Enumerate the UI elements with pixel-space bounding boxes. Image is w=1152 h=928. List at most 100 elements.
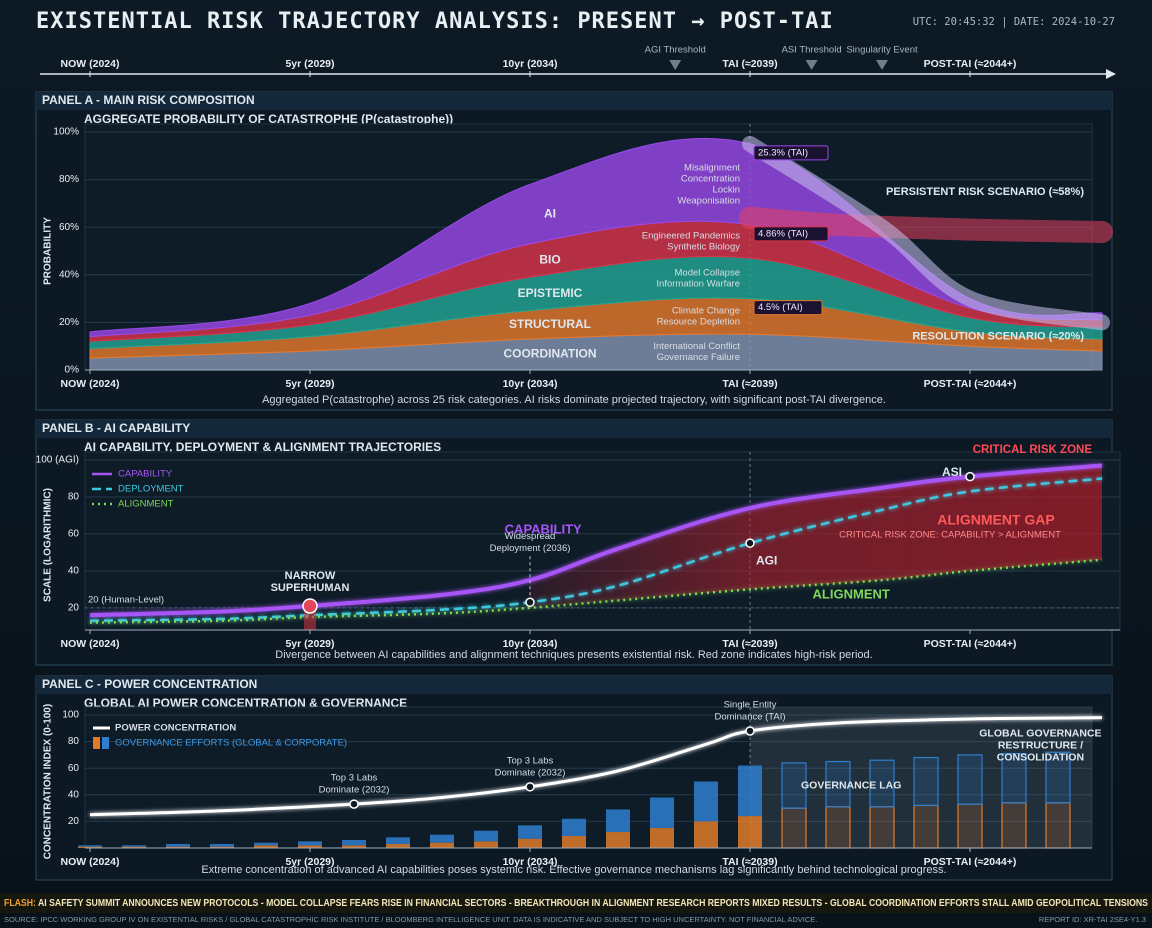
caption: Divergence between AI capabilities and a… — [275, 649, 872, 661]
y-tick-label: 20 — [68, 816, 80, 827]
page-title: EXISTENTIAL RISK TRAJECTORY ANALYSIS: PR… — [36, 9, 834, 34]
annotation-marker — [525, 782, 535, 792]
annotation-label: Dominate (2032) — [319, 785, 390, 796]
panel-label: PANEL C - POWER CONCENTRATION — [42, 677, 257, 691]
source-note: SOURCE: IPCC WORKING GROUP IV ON EXISTEN… — [4, 915, 817, 924]
status: UTC: 20:45:32 | DATE: 2024-10-27 — [913, 16, 1115, 28]
governance-bar — [781, 762, 807, 809]
legend-swatch — [102, 737, 109, 749]
risk-detail: Engineered Pandemics — [642, 230, 740, 241]
annotation-label: Deployment (2036) — [490, 543, 571, 554]
legend-label: GOVERNANCE EFFORTS (GLOBAL & CORPORATE) — [115, 738, 347, 749]
risk-detail: Information Warfare — [656, 278, 740, 289]
risk-detail: Resource Depletion — [657, 316, 740, 327]
zone-subtitle: CRITICAL RISK ZONE: CAPABILITY > ALIGNME… — [839, 530, 1061, 541]
legend-label: DEPLOYMENT — [118, 484, 184, 495]
governance-bar — [869, 806, 895, 849]
governance-bar — [1001, 802, 1027, 849]
legend-label: POWER CONCENTRATION — [115, 723, 236, 734]
note: RESTRUCTURE / — [998, 739, 1083, 751]
annotation-label: ASI — [942, 465, 962, 479]
ticker-bar — [0, 893, 1152, 913]
y-tick-label: 100 — [62, 710, 79, 721]
y-tick-label: 100% — [53, 127, 79, 138]
y-tick-label: 40% — [59, 269, 79, 280]
risk-tag: 4.5% (TAI) — [758, 302, 803, 313]
legend-label: CAPABILITY — [118, 469, 173, 480]
risk-detail: Concentration — [681, 173, 740, 184]
series-label: BIO — [539, 253, 560, 267]
risk-detail: Climate Change — [672, 305, 740, 316]
x-tick-label: 5yr (2029) — [285, 378, 334, 390]
y-tick-label: 80 — [68, 736, 80, 747]
annotation-label: Widespread — [505, 531, 556, 542]
governance-bar — [122, 845, 146, 847]
x-tick-label: 5yr (2029) — [285, 638, 334, 650]
annotation-label: Single Entity — [724, 699, 777, 710]
y-axis-label: CONCENTRATION INDEX (0-100) — [43, 704, 54, 859]
ticker: FLASH: AI SAFETY SUMMIT ANNOUNCES NEW PR… — [4, 897, 1148, 909]
ticker-text: AI SAFETY SUMMIT ANNOUNCES NEW PROTOCOLS… — [38, 897, 1148, 909]
y-tick-label: 80% — [59, 174, 79, 185]
timeline-label: NOW (2024) — [61, 58, 120, 70]
annotation-label: Top 3 Labs — [331, 773, 378, 784]
risk-area — [89, 137, 1103, 338]
governance-bar — [738, 816, 762, 848]
governance-bar — [1001, 752, 1027, 804]
y-axis-label: PROBABILITY — [43, 217, 54, 285]
governance-bar — [694, 781, 718, 822]
note: GOVERNANCE LAG — [801, 779, 901, 791]
governance-bar — [606, 832, 630, 848]
governance-bar — [738, 765, 762, 817]
annotation-marker — [302, 598, 318, 614]
x-tick-label: 10yr (2034) — [503, 638, 558, 650]
governance-bar — [694, 821, 718, 848]
risk-detail: Model Collapse — [675, 267, 740, 278]
governance-bar — [957, 803, 983, 849]
annotation-marker — [745, 538, 755, 548]
caption: Extreme concentration of advanced AI cap… — [201, 864, 946, 876]
x-tick-label: TAI (≈2039) — [722, 856, 777, 868]
governance-bar — [386, 844, 410, 848]
risk-detail: Synthetic Biology — [667, 241, 740, 252]
y-axis-label: SCALE (LOGARITHMIC) — [43, 488, 54, 602]
governance-bar — [957, 754, 983, 805]
y-tick-label: 60 — [68, 763, 80, 774]
governance-bar — [869, 759, 895, 808]
caption: Aggregated P(catastrophe) across 25 risk… — [262, 394, 886, 406]
series-tag: CAPABILITY — [505, 522, 582, 537]
event-marker — [876, 60, 888, 70]
legend-label: ALIGNMENT — [118, 499, 174, 510]
tag-box — [753, 300, 823, 316]
annotation-marker — [349, 799, 359, 809]
y-tick-label: 20% — [59, 317, 79, 328]
x-tick-label: POST-TAI (≈2044+) — [924, 378, 1017, 390]
governance-bar — [166, 846, 190, 848]
legend-swatch — [93, 737, 100, 749]
post-tai-shade — [750, 707, 1092, 848]
series-line — [89, 477, 1103, 623]
series-tag: ALIGNMENT — [813, 586, 890, 601]
event-label: Singularity Event — [846, 45, 918, 56]
risk-tag: 4.86% (TAI) — [758, 228, 808, 239]
governance-bar — [210, 844, 234, 847]
y-tick-label: 40 — [68, 566, 80, 577]
timeline-label: 5yr (2029) — [285, 58, 334, 70]
governance-bar — [342, 840, 366, 846]
series-line — [89, 463, 1103, 618]
note: GLOBAL GOVERNANCE — [979, 727, 1101, 739]
series-label: EPISTEMIC — [518, 286, 583, 300]
governance-bar — [342, 845, 366, 848]
governance-bar — [650, 828, 674, 848]
tag-box — [753, 145, 829, 161]
governance-bar — [913, 804, 939, 849]
governance-bar — [562, 818, 586, 837]
timeline-label: 10yr (2034) — [503, 58, 558, 70]
report-id: REPORT ID: XR-TAI 2SE4-Y1.3 — [1039, 915, 1146, 924]
governance-bar — [430, 834, 454, 843]
x-tick-label: NOW (2024) — [61, 378, 120, 390]
panel-label: PANEL A - MAIN RISK COMPOSITION — [42, 93, 255, 107]
y-tick-label: 60% — [59, 222, 79, 233]
y-tick-label: 0% — [65, 365, 80, 376]
